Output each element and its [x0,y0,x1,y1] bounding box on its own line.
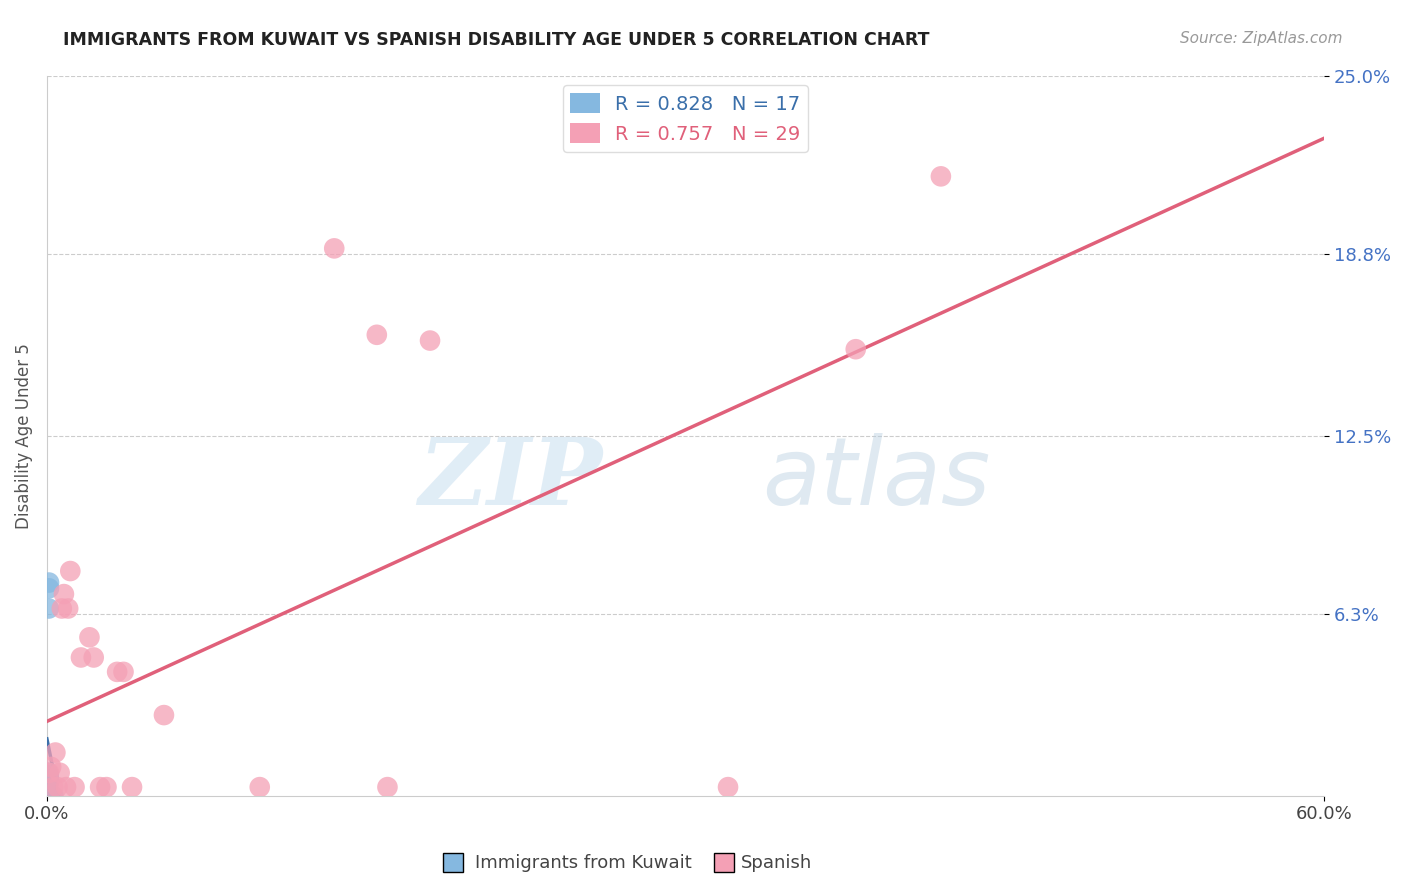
Point [59,564,82,578]
Text: ZIP: ZIP [418,434,602,524]
Text: atlas: atlas [762,434,990,524]
Point [38,774,60,789]
Point [46,780,69,794]
Point [929,169,952,184]
Point [377,780,399,794]
Legend: R = 0.828   N = 17, R = 0.757   N = 29: R = 0.828 N = 17, R = 0.757 N = 29 [562,86,808,152]
Point [717,780,740,794]
Point [83,650,105,665]
Point [37,768,59,782]
Point [121,780,143,794]
Point [48,765,70,780]
Point [249,780,271,794]
Text: Spanish: Spanish [741,854,813,871]
Point [63,780,86,794]
Point [44,746,66,760]
Point [52,587,75,601]
Point [112,665,135,679]
Point [51,601,73,615]
Point [37,774,59,789]
Point [89,780,111,794]
Point [39,789,62,803]
Point [38,772,60,786]
Point [55,780,77,794]
Point [419,334,441,348]
Point [105,665,128,679]
Point [38,601,60,615]
Point [42,780,65,794]
Point [39,789,62,803]
Point [37,774,59,789]
Point [37,768,59,782]
Text: IMMIGRANTS FROM KUWAIT VS SPANISH DISABILITY AGE UNDER 5 CORRELATION CHART: IMMIGRANTS FROM KUWAIT VS SPANISH DISABI… [63,31,929,49]
Point [845,342,868,356]
Point [38,582,60,596]
Point [38,774,60,789]
Point [42,789,65,803]
Point [96,780,118,794]
Point [79,630,101,644]
Point [366,327,388,342]
Point [56,601,79,615]
Point [323,241,346,255]
Text: Source: ZipAtlas.com: Source: ZipAtlas.com [1180,31,1343,46]
Point [70,650,93,665]
Point [37,765,59,780]
Text: Immigrants from Kuwait: Immigrants from Kuwait [475,854,692,871]
Point [39,760,62,774]
Point [37,772,59,786]
Point [38,765,60,780]
Point [38,575,60,590]
Point [38,768,60,782]
Point [153,708,176,723]
Point [37,780,59,794]
Y-axis label: Disability Age Under 5: Disability Age Under 5 [15,343,32,529]
